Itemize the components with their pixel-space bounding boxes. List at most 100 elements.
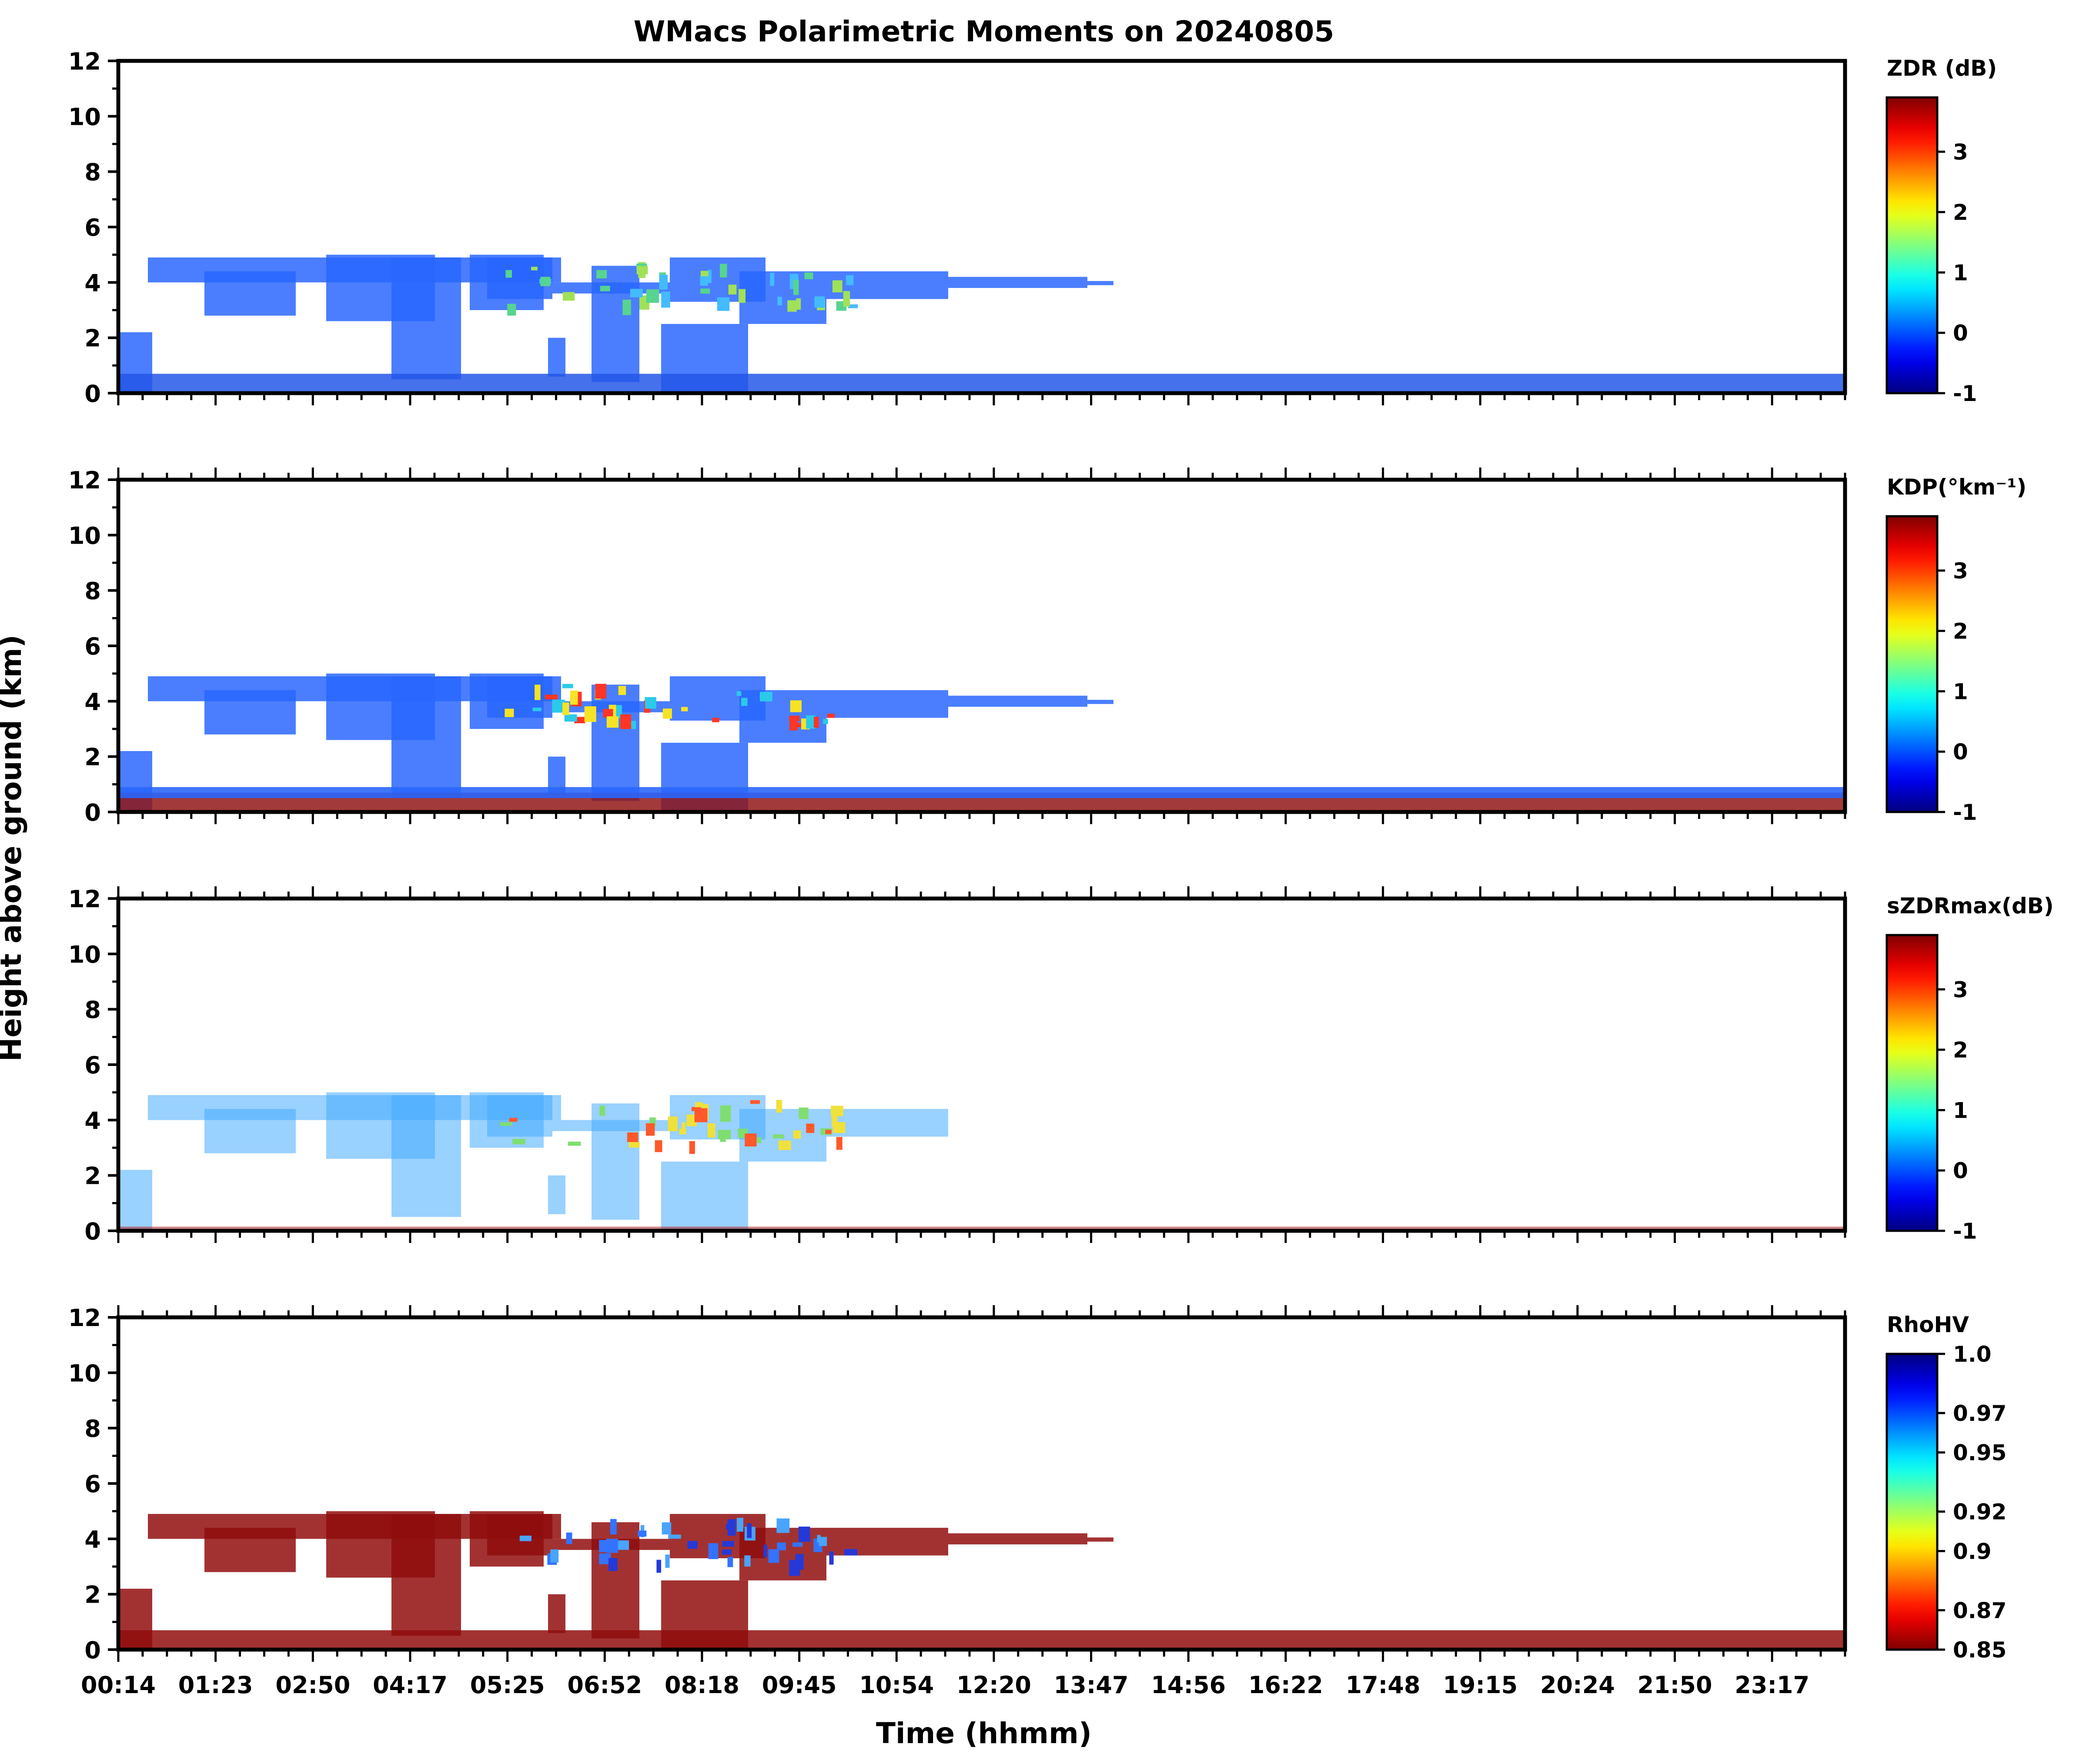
echo-region — [826, 690, 948, 718]
x-tick-label: 10:54 — [859, 1671, 934, 1699]
echo-highlight — [562, 684, 573, 688]
echo-highlight — [700, 288, 710, 294]
echo-region — [204, 271, 296, 316]
echo-highlight — [519, 1535, 532, 1541]
echo-highlight — [566, 1532, 572, 1544]
x-tick-label: 21:50 — [1638, 1671, 1712, 1699]
echo-highlight — [532, 708, 542, 712]
echo-highlight — [827, 713, 835, 718]
echo-region — [826, 1109, 948, 1137]
echo-highlight — [603, 709, 613, 718]
echo-highlight — [787, 300, 797, 312]
colorbar-tick-label: 1 — [1953, 679, 1968, 704]
echo-highlight — [843, 291, 850, 307]
echo-highlight — [759, 692, 772, 702]
y-tick-label: 2 — [84, 325, 101, 352]
echo-region — [487, 676, 552, 718]
echo-highlight — [656, 1560, 661, 1573]
echo-highlight — [776, 1518, 790, 1533]
echo-highlight — [531, 267, 538, 271]
echo-highlight — [700, 276, 708, 286]
echo-region — [204, 690, 296, 735]
echo-region — [948, 695, 1087, 707]
echo-region — [739, 271, 826, 324]
echo-highlight — [799, 1107, 809, 1119]
x-tick-label: 08:18 — [665, 1671, 739, 1699]
echo-highlight — [668, 1116, 678, 1131]
boundary-layer — [118, 1630, 1845, 1650]
echo-highlight — [736, 691, 742, 696]
colorbar-label: ZDR (dB) — [1887, 56, 1997, 81]
echo-region — [948, 1533, 1087, 1545]
echo-highlight — [776, 1100, 782, 1113]
echo-highlight — [793, 280, 799, 295]
colorbar-tick-label: 3 — [1953, 977, 1968, 1002]
figure-title: WMacs Polarimetric Moments on 20240805 — [634, 15, 1334, 48]
echo-highlight — [550, 1549, 559, 1563]
echo-highlight — [727, 1557, 733, 1567]
boundary-layer — [118, 374, 1845, 393]
echo-highlight — [500, 1122, 512, 1126]
echo-highlight — [599, 1540, 608, 1552]
echo-highlight — [712, 718, 719, 722]
echo-highlight — [819, 1537, 827, 1546]
echo-highlight — [717, 297, 730, 311]
y-axis-label: Height above ground (km) — [0, 635, 28, 1062]
y-tick-label: 4 — [84, 1526, 101, 1553]
echo-highlight — [627, 1132, 639, 1142]
x-tick-label: 19:15 — [1443, 1671, 1518, 1699]
y-tick-label: 8 — [84, 159, 101, 186]
echo-highlight — [628, 1142, 640, 1148]
echo-highlight — [718, 1129, 731, 1139]
echo-highlight — [509, 1118, 518, 1122]
echo-highlight — [796, 298, 801, 310]
echo-highlight — [535, 685, 541, 700]
echo-highlight — [778, 1140, 791, 1150]
echo-highlight — [814, 296, 825, 308]
echo-highlight — [646, 289, 659, 303]
colorbar — [1885, 1353, 1939, 1651]
echo-region — [548, 1175, 565, 1214]
echo-highlight — [744, 1555, 751, 1567]
echo-highlight — [662, 708, 672, 719]
echo-highlight — [620, 714, 632, 729]
y-tick-label: 4 — [84, 688, 101, 715]
y-tick-label: 12 — [68, 467, 101, 494]
echo-highlight — [750, 1100, 760, 1104]
colorbar-tick-label: 0.87 — [1953, 1598, 2006, 1623]
echo-highlight — [505, 708, 514, 717]
colorbar-tick-label: 1 — [1953, 260, 1968, 285]
colorbar-tick-label: 3 — [1953, 140, 1968, 165]
echo-highlight — [777, 1542, 786, 1550]
echo-highlight — [686, 1114, 697, 1126]
echo-highlight — [790, 700, 802, 712]
y-tick-label: 6 — [84, 1470, 101, 1498]
colorbar-tick-label: 0.92 — [1953, 1500, 2006, 1525]
echo-highlight — [741, 698, 748, 706]
echo-region — [548, 337, 565, 377]
echo-highlight — [618, 686, 626, 695]
y-tick-label: 10 — [68, 941, 101, 968]
y-tick-label: 12 — [68, 885, 101, 913]
echo-highlight — [600, 286, 610, 291]
echo-highlight — [545, 695, 558, 700]
echo-region — [118, 1169, 152, 1231]
x-tick-label: 16:22 — [1248, 1671, 1323, 1699]
radar-echoes — [118, 1092, 1845, 1231]
echo-region — [592, 266, 639, 382]
echo-highlight — [798, 1527, 810, 1542]
echo-highlight — [789, 719, 798, 731]
colorbar-label: KDP(°km⁻¹) — [1887, 474, 2026, 500]
y-tick-label: 4 — [84, 269, 101, 297]
x-tick-label: 05:25 — [470, 1671, 545, 1699]
echo-highlight — [638, 1530, 647, 1537]
y-tick-label: 12 — [68, 48, 101, 75]
colorbar-tick-label: 0.95 — [1953, 1440, 2006, 1466]
colorbar-tick-label: 2 — [1953, 200, 1968, 225]
echo-region — [391, 676, 461, 798]
y-tick-label: 6 — [84, 1052, 101, 1079]
y-tick-label: 0 — [84, 380, 101, 408]
